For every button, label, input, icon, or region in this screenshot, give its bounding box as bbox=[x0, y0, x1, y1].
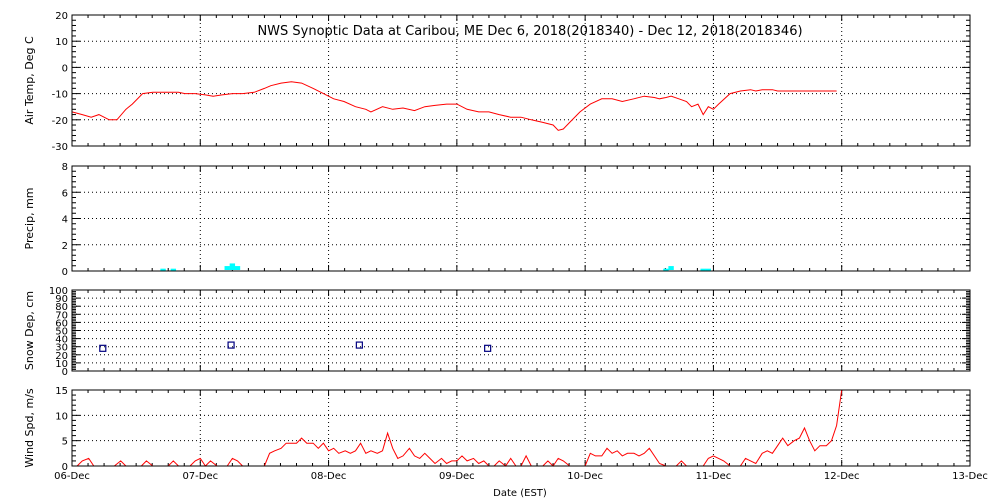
y-tick-label: 2 bbox=[62, 241, 68, 252]
y-tick-label: 40 bbox=[55, 335, 68, 346]
panel-wind-speed: 0 5 10 15 Wind Spd, m/s bbox=[23, 386, 971, 473]
y-axis-label: Precip, mm bbox=[23, 188, 36, 250]
panel-frame bbox=[71, 389, 971, 467]
precip-bar bbox=[668, 266, 674, 270]
x-tick-label: 07-Dec bbox=[182, 471, 218, 482]
y-tick-label: 6 bbox=[62, 188, 68, 199]
y-axis-label: Air Temp, Deg C bbox=[23, 36, 36, 125]
chart-title: NWS Synoptic Data at Caribou, ME Dec 6, … bbox=[257, 24, 802, 39]
precip-bar bbox=[234, 266, 241, 270]
y-tick-label: -20 bbox=[52, 116, 68, 127]
y-tick-label: 80 bbox=[55, 302, 68, 313]
y-tick-label: 100 bbox=[49, 286, 68, 297]
air-temp-series-line bbox=[71, 81, 837, 131]
x-tick-label: 10-Dec bbox=[567, 471, 603, 482]
x-tick-label: 08-Dec bbox=[311, 471, 347, 482]
y-tick-label: 0 bbox=[62, 267, 68, 278]
y-tick-label: 15 bbox=[55, 386, 68, 397]
precip-bar bbox=[700, 268, 706, 271]
y-tick-label: 30 bbox=[55, 343, 68, 354]
y-tick-label: 10 bbox=[55, 37, 68, 48]
y-tick-label: 50 bbox=[55, 327, 68, 338]
precip-bar bbox=[229, 263, 236, 270]
x-tick-label: 13-Dec bbox=[952, 471, 988, 482]
y-tick-label: 4 bbox=[62, 215, 68, 226]
y-tick-label: 60 bbox=[55, 318, 68, 329]
y-tick-label: 20 bbox=[55, 11, 68, 22]
precip-bar bbox=[705, 268, 711, 271]
y-tick-label: 5 bbox=[62, 437, 68, 448]
y-tick-label: 0 bbox=[62, 462, 68, 473]
x-axis-label: Date (EST) bbox=[493, 488, 547, 499]
y-tick-label: 70 bbox=[55, 310, 68, 321]
panel-frame bbox=[71, 289, 971, 372]
y-tick-label: 8 bbox=[62, 162, 68, 173]
panel-air-temp: -30 -20 -10 0 10 20 Air Temp, Deg C bbox=[23, 11, 971, 153]
y-axis-label: Snow Dep, cm bbox=[23, 291, 36, 370]
y-axis-label: Wind Spd, m/s bbox=[23, 388, 36, 468]
y-tick-label: 10 bbox=[55, 411, 68, 422]
precip-bar bbox=[170, 268, 177, 271]
precip-bar bbox=[224, 266, 230, 270]
panel-precip: 0 2 4 6 8 Precip, mm bbox=[23, 162, 971, 278]
precip-bar bbox=[160, 268, 166, 271]
y-tick-label: 0 bbox=[62, 63, 68, 74]
snow-depth-point bbox=[227, 341, 235, 349]
precip-bar bbox=[663, 268, 669, 271]
panel-frame bbox=[71, 165, 971, 272]
y-tick-label: 20 bbox=[55, 351, 68, 362]
snow-depth-point bbox=[99, 344, 107, 352]
x-tick-label: 09-Dec bbox=[439, 471, 475, 482]
snow-depth-point bbox=[484, 344, 492, 352]
x-tick-label: 11-Dec bbox=[696, 471, 732, 482]
panel-frame bbox=[71, 14, 971, 147]
y-tick-label: 90 bbox=[55, 294, 68, 305]
y-tick-label: 0 bbox=[62, 367, 68, 378]
y-tick-label: 10 bbox=[55, 359, 68, 370]
y-tick-label: -10 bbox=[52, 90, 68, 101]
y-tick-label: -30 bbox=[52, 142, 68, 153]
x-tick-label: 12-Dec bbox=[824, 471, 860, 482]
x-tick-label: 06-Dec bbox=[54, 471, 90, 482]
snow-depth-point bbox=[355, 341, 363, 349]
